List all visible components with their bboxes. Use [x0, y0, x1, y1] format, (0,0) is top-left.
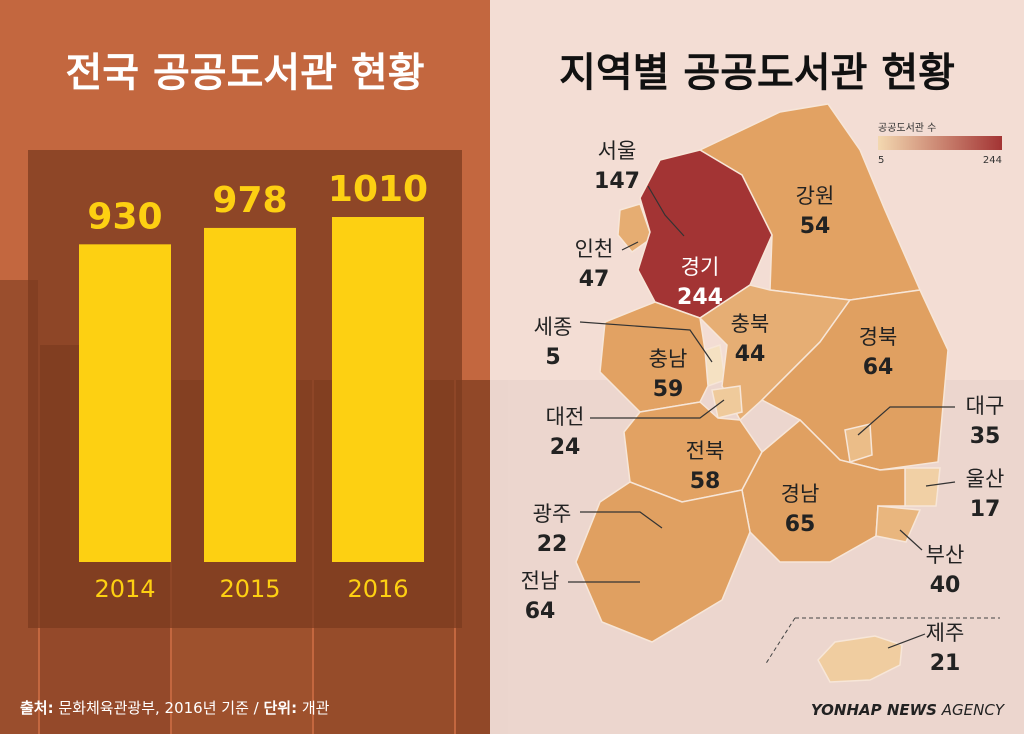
region-name: 울산	[966, 467, 1005, 491]
region-name: 인천	[575, 237, 614, 261]
region-value: 47	[579, 267, 610, 292]
region	[617, 203, 653, 254]
category-label: 2015	[219, 575, 280, 603]
region-name: 강원	[796, 184, 835, 208]
region-value: 5	[545, 345, 560, 370]
leader-line	[899, 529, 923, 551]
value-label: 1010	[328, 169, 428, 210]
region-value: 35	[970, 424, 1001, 449]
leader-line	[647, 185, 685, 237]
region-value: 24	[550, 435, 581, 460]
region	[904, 467, 941, 507]
unit: 개관	[302, 699, 330, 717]
leader-line	[590, 399, 725, 419]
region-value: 17	[970, 497, 1001, 522]
bar	[79, 244, 171, 563]
region	[817, 635, 903, 683]
region-value: 64	[863, 355, 894, 380]
leader-line	[580, 511, 663, 529]
region-value: 147	[594, 169, 640, 194]
region-name: 전북	[686, 439, 725, 463]
value-label: 978	[212, 180, 287, 221]
region-value: 44	[735, 342, 766, 367]
region-name: 세종	[534, 315, 573, 339]
leader-line	[621, 241, 639, 251]
region-name: 충남	[649, 347, 688, 371]
bar-title: 전국 공공도서관 현황	[65, 50, 424, 96]
region-name: 부산	[926, 543, 965, 567]
region-name: 서울	[598, 139, 637, 163]
category-label: 2014	[94, 575, 155, 603]
region	[575, 481, 751, 643]
region-name: 경기	[681, 255, 720, 279]
region-value: 22	[537, 532, 568, 557]
region	[711, 385, 743, 419]
region-name: 경남	[781, 482, 820, 506]
region-value: 64	[525, 599, 556, 624]
region-value: 59	[653, 377, 684, 402]
source-label: 출처:	[20, 699, 54, 717]
region-name: 전남	[521, 569, 560, 593]
source: 문화체육관광부, 2016년 기준 /	[58, 699, 259, 717]
credit-sub: AGENCY	[941, 701, 1006, 719]
colorbar-tick-label: 5	[878, 155, 884, 166]
leader-line	[857, 406, 955, 436]
region-name: 충북	[731, 312, 770, 336]
colorbar	[878, 136, 1002, 150]
region-value: 65	[785, 512, 816, 537]
leader-line	[925, 481, 956, 487]
region-value: 21	[930, 651, 961, 676]
jeju-divider	[764, 617, 796, 666]
colorbar-title: 공공도서관 수	[878, 122, 936, 134]
leader-line	[887, 633, 926, 649]
region-value: 58	[690, 469, 721, 494]
footer: 출처: 문화체육관광부, 2016년 기준 / 단위: 개관	[20, 699, 330, 717]
category-label: 2016	[347, 575, 408, 603]
region	[844, 423, 873, 463]
colorbar-tick-label: 244	[983, 155, 1002, 166]
region-value: 54	[800, 214, 831, 239]
region-name: 광주	[533, 502, 572, 526]
map-title: 지역별 공공도서관 현황	[559, 50, 955, 96]
leader-line	[579, 321, 713, 363]
region-name: 경북	[859, 325, 898, 349]
credit: YONHAP NEWS AGENCY	[811, 701, 1006, 719]
region	[875, 505, 922, 543]
region-value: 40	[930, 573, 961, 598]
bar	[204, 227, 296, 562]
credit-main: YONHAP NEWS	[811, 701, 937, 719]
unit-label: 단위:	[263, 699, 297, 717]
region-name: 대전	[546, 405, 585, 429]
region-name: 대구	[966, 394, 1005, 418]
region-value: 244	[677, 285, 723, 310]
value-label: 930	[87, 196, 162, 237]
region-name: 제주	[926, 621, 965, 645]
bar	[332, 217, 424, 562]
